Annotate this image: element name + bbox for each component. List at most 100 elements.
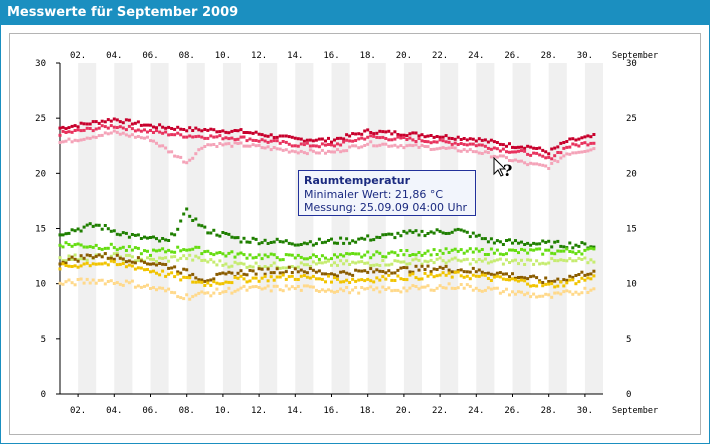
data-point-raum_avg bbox=[275, 139, 279, 143]
data-point-out_max bbox=[109, 229, 113, 233]
data-point-out_4 bbox=[417, 268, 421, 272]
data-point-out_2 bbox=[411, 253, 415, 256]
data-point-out_min bbox=[336, 289, 339, 293]
data-point-out_5 bbox=[390, 278, 394, 282]
data-point-out_max bbox=[462, 229, 466, 233]
data-point-out_5 bbox=[384, 277, 388, 281]
data-point-raum_avg bbox=[94, 127, 98, 131]
data-point-raum_avg bbox=[191, 135, 195, 139]
data-point-raum_max bbox=[185, 129, 189, 133]
data-point-raum_avg bbox=[143, 128, 146, 132]
data-point-out_3 bbox=[589, 258, 593, 262]
x-tick-label-bottom: 10. bbox=[215, 406, 231, 416]
data-point-out_3 bbox=[155, 260, 158, 263]
data-point-raum_max bbox=[423, 135, 427, 139]
data-point-out_max bbox=[474, 234, 478, 238]
data-point-raum_min bbox=[133, 135, 137, 139]
data-point-out_3 bbox=[185, 257, 189, 261]
data-point-out_min bbox=[426, 284, 430, 288]
data-point-raum_avg bbox=[149, 129, 152, 132]
data-point-raum_avg bbox=[553, 154, 557, 158]
data-point-raum_avg bbox=[269, 139, 273, 143]
data-point-raum_avg bbox=[378, 136, 382, 140]
data-point-out_4 bbox=[152, 262, 155, 266]
data-point-raum_max bbox=[73, 124, 77, 128]
data-point-out_5 bbox=[514, 278, 517, 282]
data-point-out_2 bbox=[296, 253, 300, 257]
data-point-out_2 bbox=[112, 246, 116, 250]
data-point-raum_min bbox=[293, 150, 297, 154]
data-point-out_3 bbox=[501, 262, 505, 266]
data-point-out_max bbox=[112, 229, 116, 233]
data-point-raum_min bbox=[130, 133, 134, 137]
data-point-out_4 bbox=[239, 269, 243, 273]
data-point-out_5 bbox=[465, 274, 469, 278]
data-point-out_3 bbox=[544, 262, 548, 266]
data-point-out_3 bbox=[514, 258, 517, 262]
data-point-out_5 bbox=[103, 261, 107, 265]
data-point-out_5 bbox=[73, 264, 77, 268]
data-point-out_2 bbox=[450, 248, 454, 252]
data-point-raum_avg bbox=[242, 135, 246, 139]
data-point-raum_avg bbox=[526, 152, 530, 156]
data-point-out_max bbox=[64, 232, 68, 236]
data-point-out_max bbox=[76, 227, 80, 231]
data-point-out_2 bbox=[257, 253, 261, 257]
data-point-out_2 bbox=[523, 248, 527, 252]
data-point-out_4 bbox=[390, 271, 394, 275]
data-point-out_3 bbox=[152, 257, 155, 261]
data-point-out_3 bbox=[372, 263, 376, 267]
data-point-out_4 bbox=[562, 278, 566, 282]
data-point-out_3 bbox=[112, 252, 116, 256]
data-point-raum_max bbox=[245, 131, 249, 134]
data-point-out_min bbox=[420, 285, 424, 289]
data-point-out_5 bbox=[559, 280, 563, 284]
data-point-raum_max bbox=[498, 142, 502, 146]
data-point-out_4 bbox=[544, 276, 548, 280]
data-point-raum_max bbox=[170, 127, 174, 130]
data-point-raum_min bbox=[547, 167, 551, 170]
data-point-raum_min bbox=[517, 159, 520, 163]
data-point-out_2 bbox=[203, 250, 207, 254]
tooltip-measurement: Messung: 25.09.09 04:00 Uhr bbox=[304, 201, 468, 214]
data-point-out_3 bbox=[396, 259, 400, 263]
data-point-out_3 bbox=[269, 264, 273, 268]
data-point-out_4 bbox=[73, 257, 77, 261]
data-point-raum_min bbox=[568, 152, 572, 156]
data-point-raum_min bbox=[191, 156, 195, 160]
data-point-raum_avg bbox=[568, 145, 572, 149]
data-point-out_min bbox=[139, 285, 143, 289]
data-point-raum_max bbox=[511, 145, 514, 149]
data-point-raum_avg bbox=[218, 134, 222, 138]
data-point-out_max bbox=[215, 233, 219, 237]
data-point-out_2 bbox=[287, 253, 291, 257]
data-point-out_2 bbox=[568, 250, 572, 253]
data-point-out_min bbox=[91, 278, 95, 282]
data-point-out_4 bbox=[474, 270, 478, 274]
data-point-out_4 bbox=[523, 276, 527, 280]
data-point-out_5 bbox=[176, 272, 180, 276]
data-point-out_2 bbox=[158, 248, 162, 252]
data-point-out_2 bbox=[227, 251, 231, 255]
data-point-raum_max bbox=[179, 127, 183, 131]
data-point-raum_max bbox=[357, 132, 361, 136]
data-point-out_3 bbox=[339, 259, 343, 263]
data-point-out_3 bbox=[176, 258, 180, 262]
data-point-raum_min bbox=[327, 149, 330, 153]
data-point-out_3 bbox=[378, 264, 382, 267]
data-point-raum_avg bbox=[333, 144, 336, 148]
data-point-out_5 bbox=[426, 274, 430, 278]
data-point-raum_min bbox=[366, 142, 370, 146]
data-point-out_2 bbox=[465, 249, 469, 253]
data-point-out_max bbox=[91, 224, 95, 228]
data-point-out_max bbox=[272, 240, 276, 244]
data-point-out_3 bbox=[278, 266, 282, 270]
data-point-out_2 bbox=[384, 255, 388, 259]
data-point-raum_avg bbox=[176, 131, 180, 135]
data-point-out_min bbox=[432, 288, 436, 292]
data-point-out_5 bbox=[173, 275, 177, 279]
data-point-out_5 bbox=[305, 275, 309, 279]
data-point-out_4 bbox=[450, 270, 454, 274]
data-point-out_4 bbox=[405, 266, 409, 270]
